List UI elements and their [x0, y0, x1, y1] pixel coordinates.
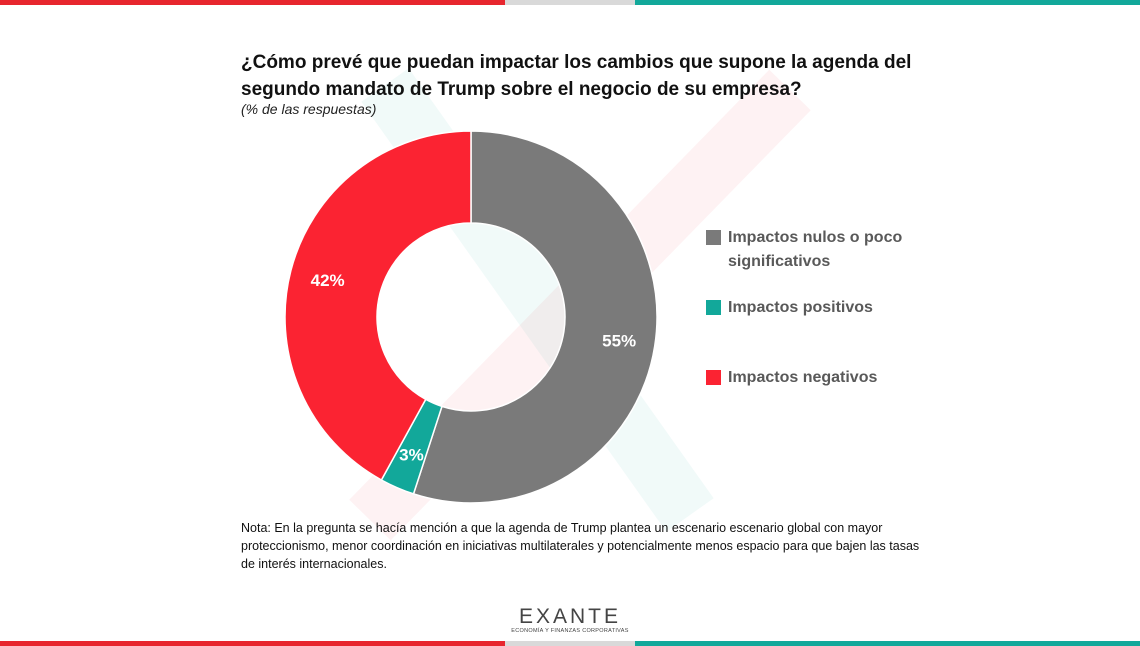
data-label-positivos: 3%	[399, 446, 424, 465]
chart-subtitle: (% de las respuestas)	[241, 101, 377, 117]
legend-item-nulos: Impactos nulos o poco significativos	[706, 226, 928, 274]
bottom-accent-bar	[0, 641, 1140, 646]
slice-negativos	[284, 130, 472, 482]
top-bar-gray-segment	[505, 0, 635, 5]
legend-swatch-nulos	[706, 230, 721, 245]
top-accent-bar	[0, 0, 1140, 5]
data-label-negativos: 42%	[311, 271, 345, 290]
logo-tagline: ECONOMÍA Y FINANZAS CORPORATIVAS	[511, 628, 629, 634]
legend-label-negativos: Impactos negativos	[728, 369, 878, 386]
chart-title: ¿Cómo prevé que puedan impactar los camb…	[241, 52, 912, 100]
bottom-bar-gray-segment	[505, 641, 635, 646]
bottom-bar-red-segment	[0, 641, 505, 646]
legend-swatch-negativos	[706, 370, 721, 385]
legend-item-negativos: Impactos negativos	[706, 366, 928, 390]
logo-wordmark: EXANTE	[518, 605, 622, 628]
legend-label-positivos: Impactos positivos	[728, 299, 873, 316]
data-label-nulos: 55%	[602, 331, 636, 350]
legend-item-positivos: Impactos positivos	[706, 296, 928, 320]
bottom-bar-teal-segment	[635, 641, 1140, 646]
slice-nulos	[412, 130, 658, 504]
top-bar-teal-segment	[635, 0, 1140, 5]
exante-logo: EXANTE ECONOMÍA Y FINANZAS CORPORATIVAS	[510, 605, 630, 635]
footnote: Nota: En la pregunta se hacía mención a …	[241, 521, 920, 571]
top-bar-red-segment	[0, 0, 505, 5]
legend-label-nulos: Impactos nulos o poco significativos	[728, 229, 903, 270]
legend-swatch-positivos	[706, 300, 721, 315]
